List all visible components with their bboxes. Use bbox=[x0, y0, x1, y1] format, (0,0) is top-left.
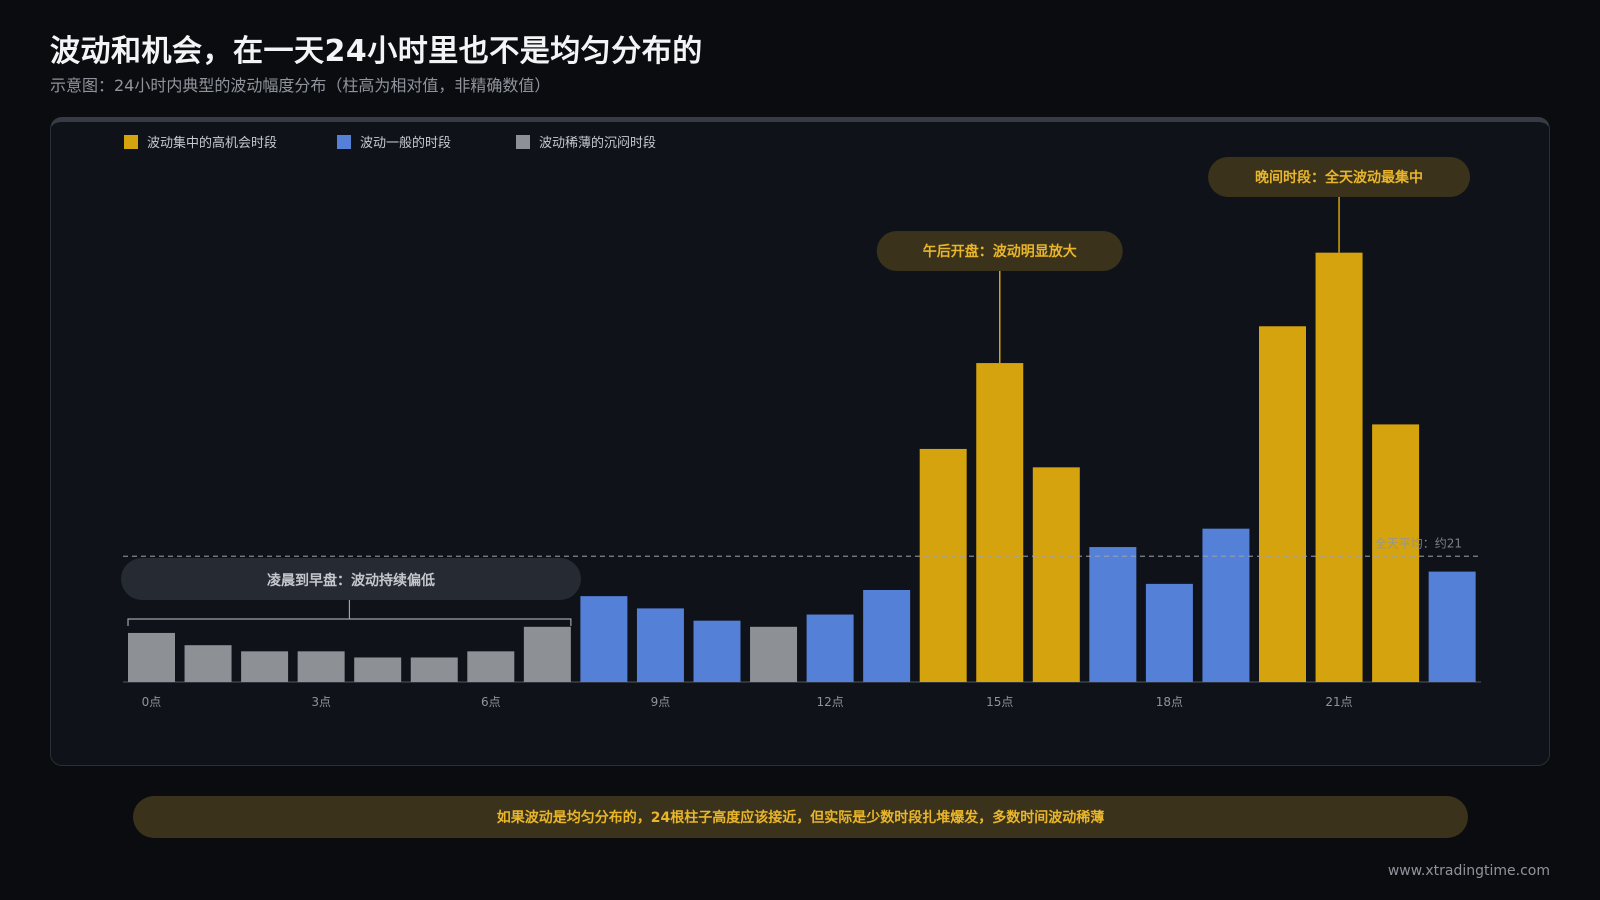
bar-hour-19 bbox=[1202, 528, 1250, 682]
bar-hour-20 bbox=[1259, 326, 1306, 682]
bar-hour-12 bbox=[806, 614, 854, 682]
bar-hour-0 bbox=[128, 632, 175, 682]
footer-note-banner: 如果波动是均匀分布的，24根柱子高度应该接近，但实际是少数时段扎堆爆发，多数时间… bbox=[133, 796, 1468, 838]
bar-hour-21 bbox=[1315, 252, 1363, 682]
bar-hour-1 bbox=[184, 645, 232, 682]
bar-hour-9 bbox=[636, 608, 684, 682]
callout-pill-1 bbox=[876, 231, 1123, 271]
chart-card: 波动集中的高机会时段 波动一般的时段 波动稀薄的沉闷时段全天平均：约21 0点 3点 6点… bbox=[50, 117, 1550, 766]
x-tick-label-21: 21点 bbox=[1325, 695, 1352, 709]
bar-hour-4 bbox=[354, 657, 402, 682]
bar-hour-7 bbox=[523, 626, 571, 682]
bar-hour-13 bbox=[863, 590, 911, 682]
bar-hour-17 bbox=[1089, 547, 1137, 682]
bar-hour-3 bbox=[297, 651, 345, 682]
x-tick-label-18: 18点 bbox=[1156, 695, 1183, 709]
bar-hour-11 bbox=[750, 626, 798, 682]
footer-note-text: 如果波动是均匀分布的，24根柱子高度应该接近，但实际是少数时段扎堆爆发，多数时间… bbox=[496, 810, 1105, 826]
bar-hour-16 bbox=[1032, 467, 1080, 682]
callout-pill-2 bbox=[1208, 157, 1471, 197]
x-tick-label-6: 6点 bbox=[481, 695, 501, 709]
legend-swatch-normal bbox=[337, 135, 351, 149]
bar-hour-10 bbox=[693, 620, 741, 682]
bar-hour-5 bbox=[410, 657, 458, 682]
callout-pill-0 bbox=[121, 558, 581, 600]
bar-hour-23 bbox=[1428, 571, 1476, 682]
x-tick-label-0: 0点 bbox=[142, 695, 162, 709]
callout-text-0: 凌晨到早盘：波动持续偏低 bbox=[267, 572, 435, 589]
average-label: 全天平均：约21 bbox=[1375, 535, 1462, 550]
bar-hour-14 bbox=[919, 448, 967, 682]
callout-text-2: 晚间时段：全天波动最集中 bbox=[1255, 169, 1423, 186]
x-tick-label-12: 12点 bbox=[816, 695, 843, 709]
bar-hour-18 bbox=[1145, 583, 1193, 682]
callout-text-1: 午后开盘：波动明显放大 bbox=[923, 243, 1077, 260]
legend-label-low: 波动稀薄的沉闷时段 bbox=[539, 135, 656, 151]
legend-label-normal: 波动一般的时段 bbox=[360, 135, 451, 151]
page-title: 波动和机会，在一天24小时里也不是均匀分布的 bbox=[50, 34, 703, 69]
callout-bracket-0 bbox=[127, 618, 572, 626]
page-subtitle: 示意图：24小时内典型的波动幅度分布（柱高为相对值，非精确数值） bbox=[50, 76, 551, 95]
site-url: www.xtradingtime.com bbox=[1387, 863, 1550, 879]
bar-hour-15 bbox=[976, 363, 1024, 682]
x-tick-label-3: 3点 bbox=[311, 695, 331, 709]
x-tick-label-15: 15点 bbox=[986, 695, 1013, 709]
x-tick-label-9: 9点 bbox=[651, 695, 671, 709]
legend-label-high: 波动集中的高机会时段 bbox=[147, 135, 277, 151]
legend-swatch-low bbox=[516, 135, 530, 149]
bar-hour-6 bbox=[467, 651, 515, 682]
bar-hour-22 bbox=[1372, 424, 1420, 682]
legend-swatch-high bbox=[124, 135, 138, 149]
bar-hour-8 bbox=[580, 596, 628, 682]
bar-hour-2 bbox=[241, 651, 289, 682]
